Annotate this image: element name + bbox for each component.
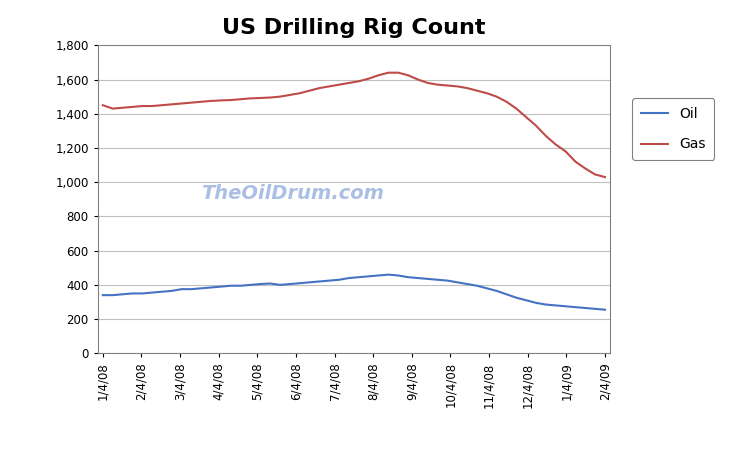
Oil — [433, 277, 442, 283]
Gas — [571, 159, 580, 164]
Gas — [99, 102, 108, 108]
Oil — [384, 272, 393, 277]
Oil — [334, 277, 343, 283]
Gas — [276, 94, 285, 99]
Oil — [138, 291, 147, 296]
Gas — [600, 174, 609, 180]
Gas — [384, 70, 393, 75]
Legend: Oil, Gas: Oil, Gas — [633, 98, 715, 160]
Oil — [99, 293, 108, 298]
Oil — [276, 282, 285, 288]
Oil — [600, 307, 609, 313]
Gas — [138, 103, 147, 109]
Gas — [433, 82, 442, 87]
Gas — [413, 77, 422, 82]
Line: Oil: Oil — [103, 275, 605, 310]
Line: Gas: Gas — [103, 72, 605, 177]
Oil — [413, 275, 422, 281]
Title: US Drilling Rig Count: US Drilling Rig Count — [222, 18, 486, 38]
Gas — [334, 82, 343, 87]
Oil — [571, 304, 580, 310]
Text: TheOilDrum.com: TheOilDrum.com — [201, 183, 384, 202]
